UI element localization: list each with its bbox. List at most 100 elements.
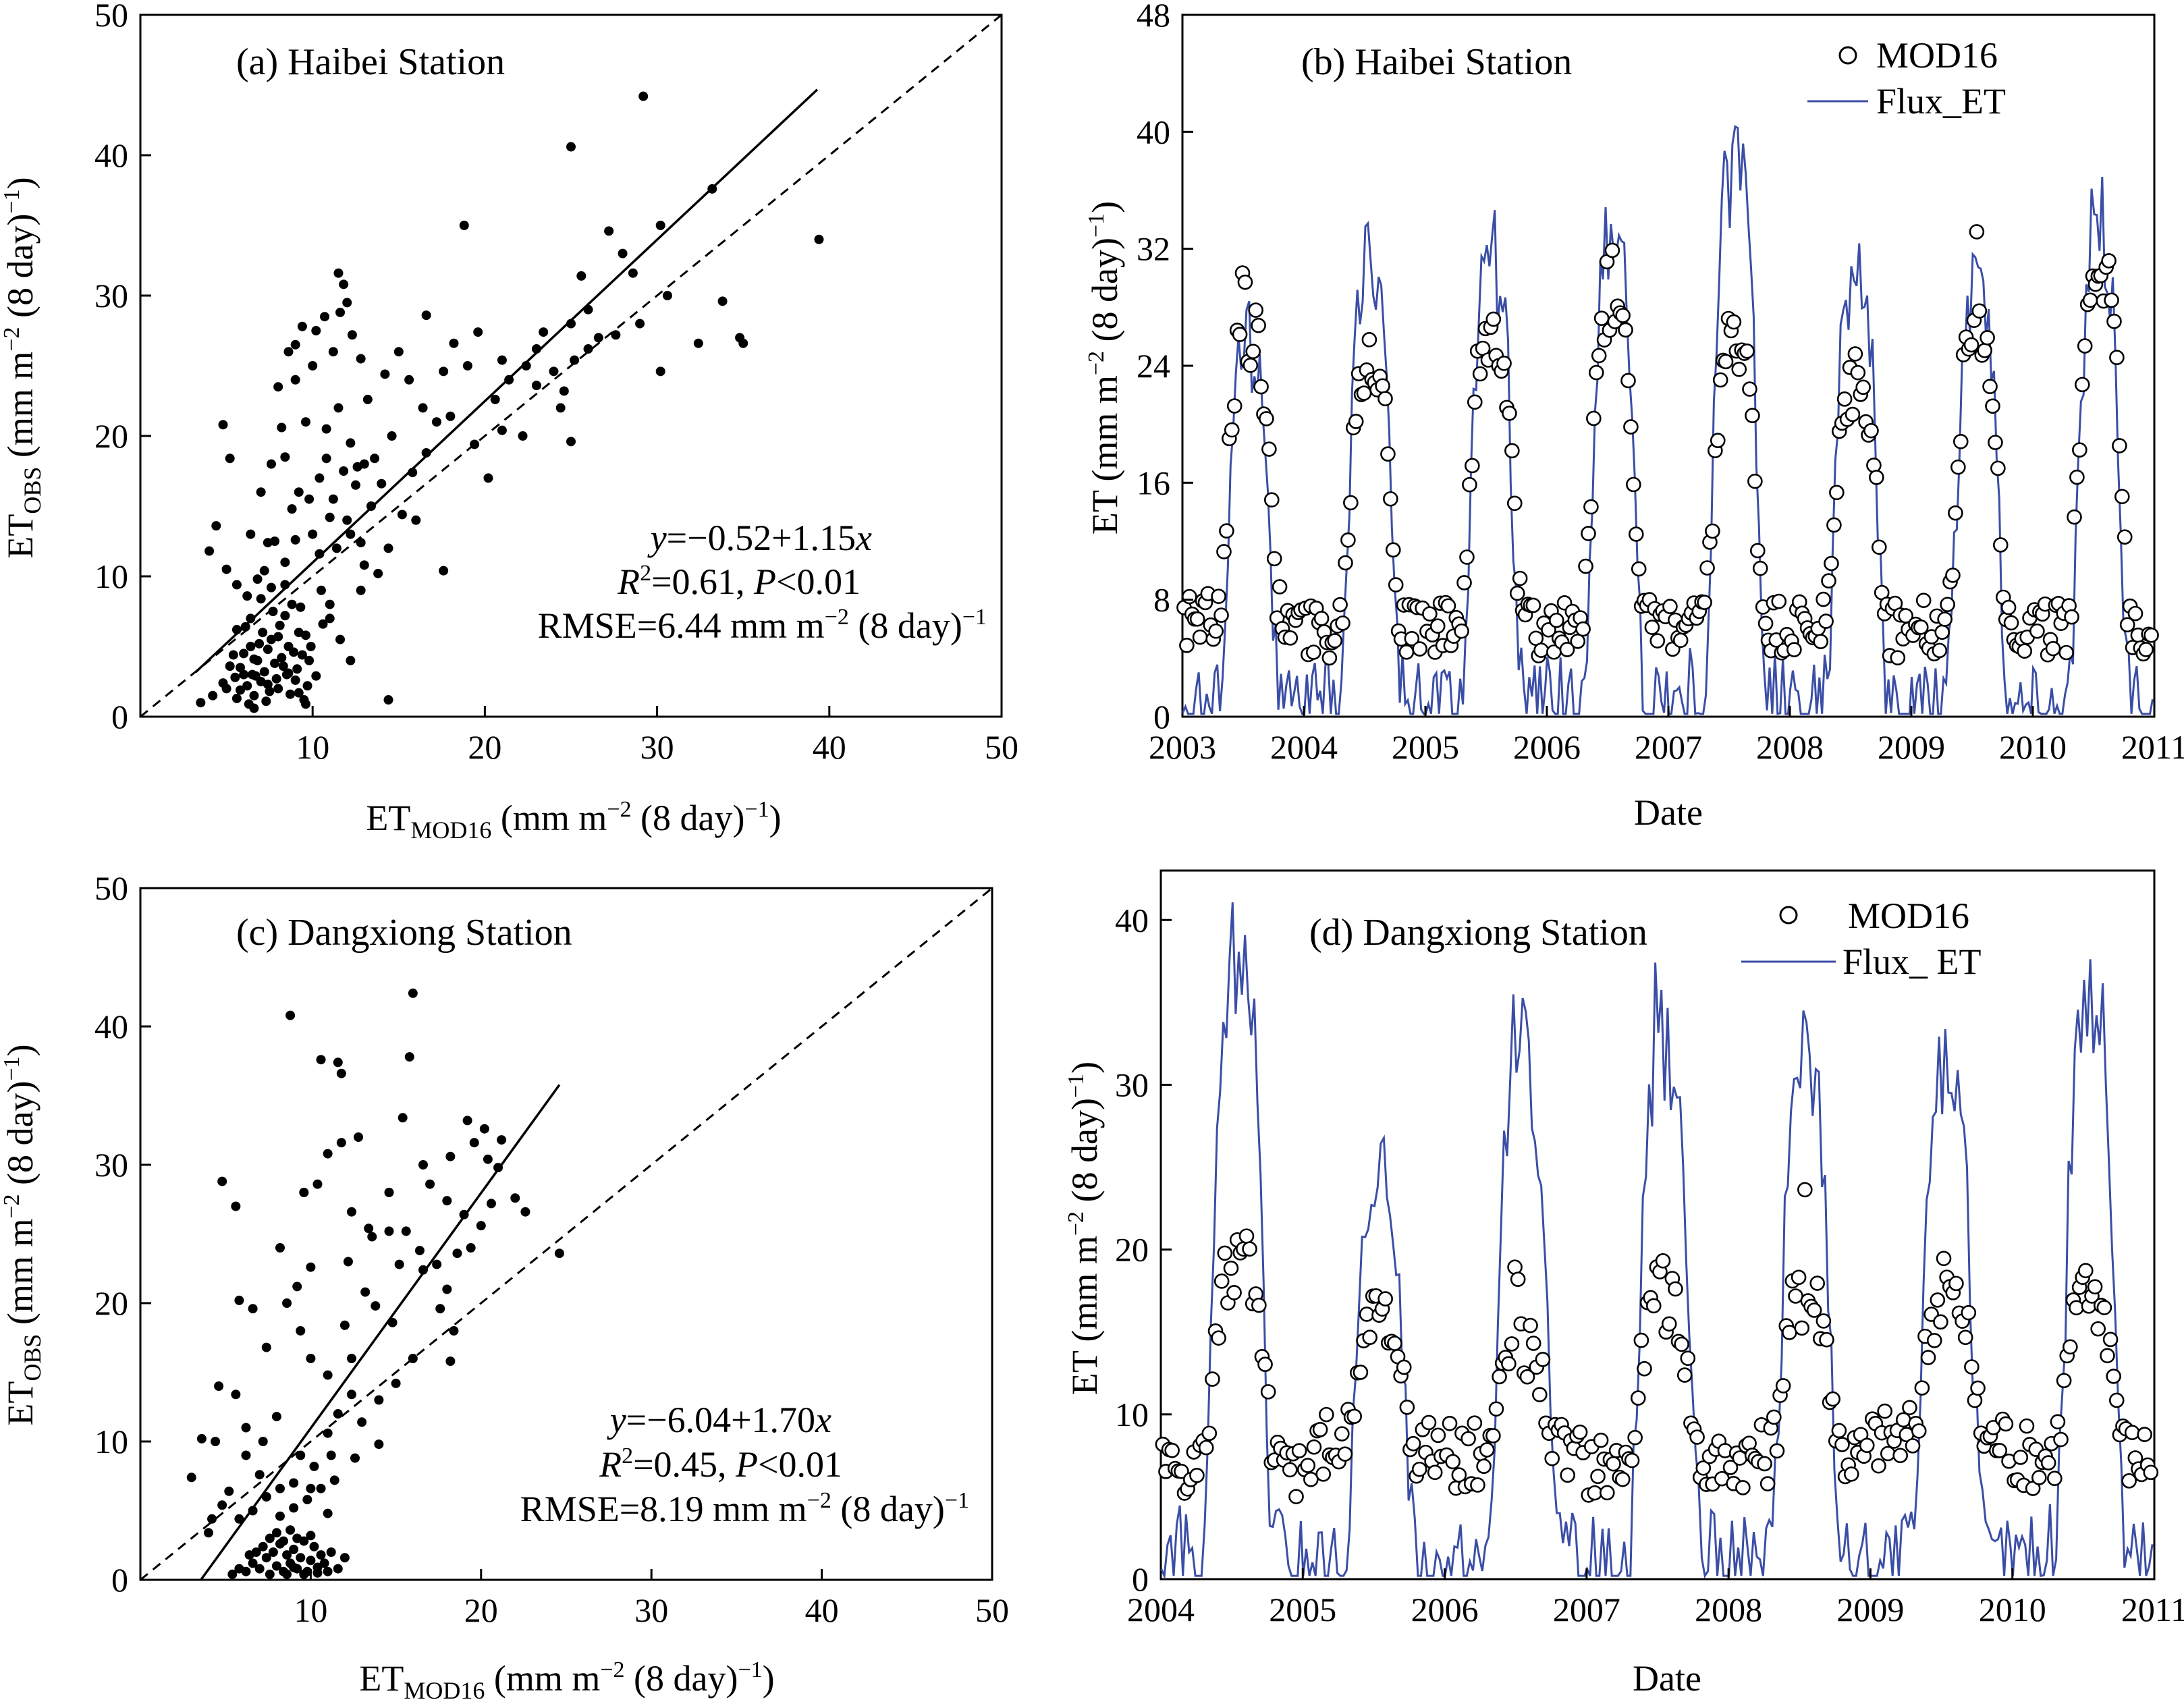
x-tick-label: 2005 (1392, 728, 1459, 766)
mod16-point (1880, 1446, 1896, 1462)
data-point (333, 1057, 343, 1068)
mod16-point (1429, 618, 1446, 634)
data-point (312, 1179, 323, 1189)
data-point (497, 1135, 507, 1145)
mod16-point (1251, 317, 1266, 333)
mod16-point (1593, 1432, 1609, 1448)
mod16-point (2045, 640, 2061, 657)
data-point (297, 650, 307, 660)
data-point (256, 487, 266, 497)
panel-b-timeseries: 2003 2004 2005 2006 2007 2008 2009 2010 2011 0 8 16… (1084, 0, 2184, 833)
data-point (248, 1506, 258, 1516)
mod16-point (1797, 1182, 1813, 1198)
data-point (323, 1370, 333, 1380)
data-point (346, 655, 356, 665)
mod16-point (2119, 617, 2135, 633)
panel-a-regression-equation: y=−0.52+1.15x (647, 518, 872, 558)
data-point (196, 1433, 207, 1444)
y-tick-label: 0 (1153, 698, 1170, 736)
mod16-point (1192, 629, 1208, 645)
mod16-point (1818, 613, 1834, 629)
mod16-point (1911, 1423, 1927, 1439)
data-point (249, 654, 259, 664)
mod16-point (1226, 398, 1243, 414)
data-point (408, 988, 418, 998)
mod16-point (1362, 1329, 1377, 1346)
mod16-point (2112, 438, 2127, 454)
mod16-point (1695, 1460, 1712, 1476)
data-point (333, 268, 344, 278)
data-point (380, 369, 390, 379)
mod16-point (1863, 422, 1879, 439)
y-tick-label: 20 (94, 417, 128, 455)
data-point (244, 1550, 254, 1560)
panel-d-ticks: 2004 2005 2006 2007 2008 2009 2010 2011 0 10 20 30 4… (1115, 901, 2184, 1628)
y-tick-label: 0 (1132, 1560, 1149, 1598)
mod16-point (1890, 650, 1906, 665)
mod16-point (1731, 361, 1747, 377)
data-point (263, 644, 273, 655)
data-point (373, 568, 383, 578)
panel-a-ticks: 10 20 30 40 50 0 10 20 30 40 50 (94, 0, 1018, 766)
data-point (282, 1298, 292, 1308)
x-tick-label: 2003 (1149, 728, 1216, 766)
mod16-point (1920, 1350, 1936, 1365)
data-point (236, 685, 246, 695)
data-point (275, 1511, 285, 1521)
mod16-point (1902, 1400, 1917, 1416)
data-point (258, 1437, 268, 1446)
data-point (394, 1259, 404, 1269)
mod16-point (1680, 1350, 1696, 1366)
y-tick-label: 50 (94, 869, 128, 907)
mod16-point (1189, 1467, 1205, 1483)
data-point (360, 1287, 371, 1297)
mod16-point (1668, 1281, 1683, 1297)
data-point (278, 661, 288, 671)
data-point (261, 1492, 271, 1502)
mod16-point (1933, 1314, 1948, 1330)
mod16-point (1676, 1367, 1693, 1383)
data-point (242, 681, 252, 691)
data-point (717, 296, 728, 306)
y-tick-label: 40 (94, 136, 128, 174)
panel-b-legend-mod16: MOD16 (1876, 35, 1998, 76)
mod16-point (1411, 1461, 1427, 1477)
mod16-point (1535, 1352, 1551, 1367)
data-point (325, 613, 335, 624)
mod16-point (2029, 623, 2045, 639)
data-point (425, 1179, 435, 1189)
mod16-point (1337, 1446, 1353, 1462)
mod16-point (1834, 1437, 1850, 1452)
data-point (248, 1558, 258, 1568)
mod16-point (1836, 391, 1853, 407)
data-point (374, 1439, 384, 1450)
mod16-point (2050, 1414, 2066, 1430)
mod16-point (1859, 1437, 1875, 1454)
mod16-point (1826, 517, 1842, 533)
mod16-point (1485, 311, 1502, 327)
mod16-point (1759, 1476, 1776, 1491)
panel-a-frame (139, 13, 1003, 718)
data-point (287, 504, 297, 514)
mod16-point (1237, 274, 1253, 290)
mod16-point (1672, 632, 1689, 649)
mod16-point (1794, 1320, 1810, 1336)
data-point (583, 304, 593, 314)
data-point (299, 1188, 309, 1197)
mod16-point (1855, 379, 1871, 395)
data-point (333, 403, 344, 413)
data-point (280, 557, 290, 568)
mod16-point (1398, 644, 1415, 660)
data-point (273, 382, 283, 392)
data-point (224, 1486, 234, 1496)
mod16-point (1699, 560, 1715, 576)
data-point (566, 437, 576, 447)
panel-d-x-axis-label: Date (1633, 1658, 1701, 1699)
panel-a-y-axis-label: ETOBS (mm m−2 (8 day)−1) (0, 177, 46, 558)
data-point (273, 632, 283, 642)
data-point (316, 1483, 326, 1493)
data-point (490, 394, 500, 404)
panel-c-marks (140, 887, 993, 1581)
panel-c-scatter: 10 20 30 40 50 0 10 20 30 40 50 (c) Dangxiong Stat… (0, 869, 1009, 1704)
mod16-point (1604, 242, 1620, 258)
